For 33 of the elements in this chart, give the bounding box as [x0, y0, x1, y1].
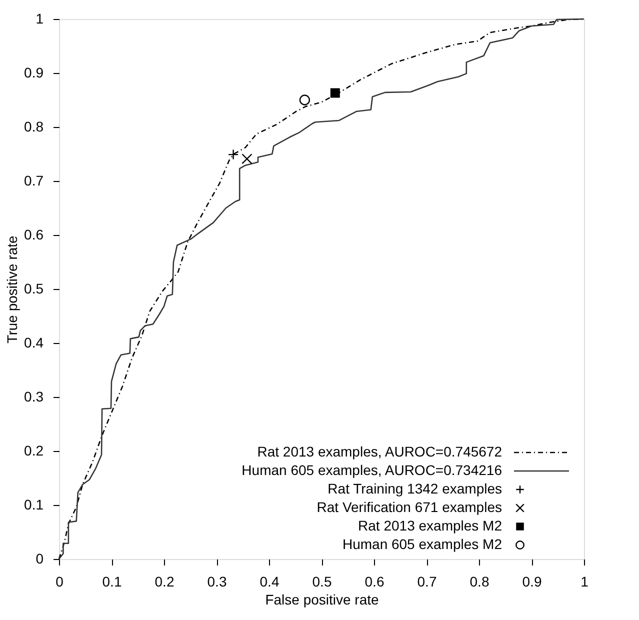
x-axis-title: False positive rate — [265, 592, 380, 608]
x-tick-label: 0.5 — [312, 574, 332, 590]
y-tick-label: 1 — [36, 10, 44, 26]
x-tick-label: 0.6 — [364, 574, 384, 590]
y-tick-label: 0.6 — [24, 226, 44, 242]
x-tick-label: 0.3 — [207, 574, 227, 590]
legend-label: Rat 2013 examples M2 — [358, 518, 502, 534]
legend-label: Human 605 examples M2 — [342, 536, 502, 552]
y-axis-title: True positive rate — [4, 235, 20, 344]
legend-label: Rat Training 1342 examples — [328, 480, 502, 496]
y-tick-label: 0.3 — [24, 388, 44, 404]
y-tick-label: 0.7 — [24, 172, 44, 188]
y-tick-label: 0.2 — [24, 442, 44, 458]
point — [242, 154, 252, 164]
x-tick-label: 0 — [56, 574, 64, 590]
legend-label: Rat Verification 671 examples — [316, 499, 502, 515]
point — [330, 88, 340, 98]
y-tick-label: 0 — [36, 550, 44, 566]
x-tick-label: 0.9 — [522, 574, 542, 590]
x-tick-label: 0.7 — [417, 574, 437, 590]
y-tick-label: 0.5 — [24, 280, 44, 296]
y-tick-label: 0.9 — [24, 64, 44, 80]
point — [299, 94, 310, 106]
x-tick-label: 0.4 — [260, 574, 280, 590]
x-tick-label: 0.1 — [102, 574, 122, 590]
x-tick-label: 0.8 — [470, 574, 490, 590]
y-tick-label: 0.4 — [24, 334, 44, 350]
x-tick-label: 0.2 — [154, 574, 174, 590]
legend-label: Human 605 examples, AUROC=0.734216 — [242, 462, 502, 478]
y-tick-label: 0.1 — [24, 496, 44, 512]
legend-label: Rat 2013 examples, AUROC=0.745672 — [257, 444, 502, 460]
x-tick-label: 1 — [580, 574, 589, 590]
y-tick-label: 0.8 — [24, 118, 44, 134]
